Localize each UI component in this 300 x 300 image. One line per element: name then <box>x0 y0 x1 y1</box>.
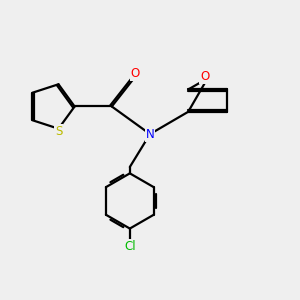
Text: O: O <box>200 70 209 83</box>
Text: N: N <box>146 128 154 141</box>
Text: Cl: Cl <box>124 240 136 253</box>
Text: O: O <box>130 67 140 80</box>
Text: S: S <box>55 125 62 138</box>
